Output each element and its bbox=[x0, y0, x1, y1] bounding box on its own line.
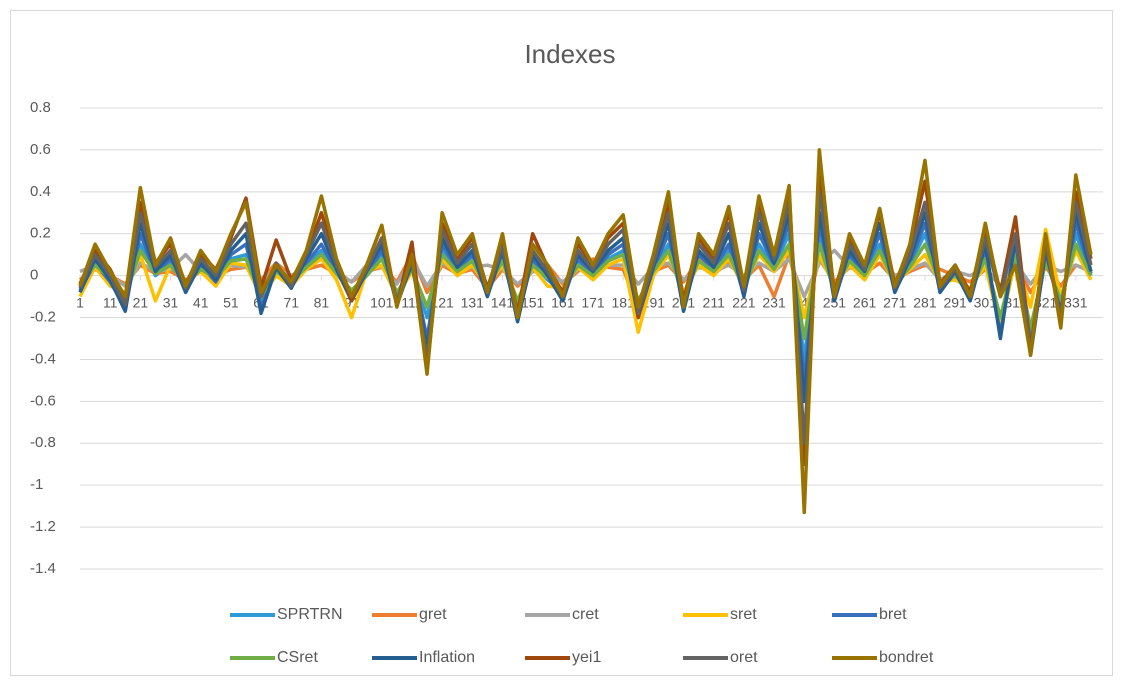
x-tick-label: 331 bbox=[1064, 294, 1088, 310]
legend-label: bret bbox=[879, 606, 907, 623]
y-tick-label: -1 bbox=[30, 476, 43, 493]
legend-label: oret bbox=[730, 649, 758, 666]
y-tick-label: -0.6 bbox=[30, 392, 56, 409]
x-tick-label: 211 bbox=[703, 294, 726, 310]
x-tick-label: 221 bbox=[732, 294, 756, 310]
y-tick-label: 0.2 bbox=[30, 225, 51, 242]
y-tick-label: 0.4 bbox=[30, 183, 51, 200]
x-tick-label: 151 bbox=[521, 294, 545, 310]
legend-label: bondret bbox=[879, 649, 934, 666]
y-tick-label: -1.4 bbox=[30, 560, 56, 577]
legend-label: yei1 bbox=[572, 649, 601, 666]
chart-title: Indexes bbox=[524, 39, 615, 69]
x-tick-label: 291 bbox=[943, 294, 967, 310]
y-tick-label: -1.2 bbox=[30, 518, 56, 535]
legend-label: sret bbox=[730, 606, 757, 623]
y-tick-label: -0.2 bbox=[30, 309, 56, 326]
y-tick-label: 0 bbox=[30, 267, 38, 284]
series-line bbox=[78, 227, 1093, 334]
x-tick-label: 301 bbox=[974, 294, 998, 310]
y-tick-label: 0.6 bbox=[30, 141, 51, 158]
y-tick-label: -0.8 bbox=[30, 434, 56, 451]
chart-frame bbox=[10, 10, 1113, 676]
series-line bbox=[78, 211, 1093, 404]
x-tick-label: 231 bbox=[762, 294, 786, 310]
x-tick-label: 101 bbox=[370, 294, 394, 310]
y-tick-label: -0.4 bbox=[30, 350, 56, 367]
y-tick-label: 0.8 bbox=[30, 99, 51, 116]
legend-label: gret bbox=[419, 606, 447, 623]
x-tick-label: 71 bbox=[283, 294, 299, 310]
legend-label: CSret bbox=[277, 649, 318, 666]
legend-label: Inflation bbox=[419, 649, 475, 666]
series-line bbox=[78, 148, 1093, 515]
x-tick-label: 141 bbox=[491, 294, 515, 310]
x-tick-label: 11 bbox=[103, 294, 118, 310]
legend-label: SPRTRN bbox=[277, 606, 343, 623]
x-tick-label: 281 bbox=[913, 294, 937, 310]
x-tick-label: 1 bbox=[76, 294, 84, 310]
x-tick-label: 31 bbox=[163, 294, 179, 310]
x-tick-label: 41 bbox=[193, 294, 209, 310]
x-tick-label: 261 bbox=[853, 294, 877, 310]
x-tick-label: 271 bbox=[883, 294, 907, 310]
x-tick-label: 51 bbox=[223, 294, 239, 310]
x-tick-label: 171 bbox=[581, 294, 605, 310]
x-tick-label: 181 bbox=[612, 294, 636, 310]
series-line bbox=[78, 242, 1093, 341]
x-tick-label: 131 bbox=[461, 294, 485, 310]
legend-label: cret bbox=[572, 606, 599, 623]
x-tick-label: 81 bbox=[314, 294, 330, 310]
series-line bbox=[78, 190, 1093, 446]
x-tick-label: 21 bbox=[133, 294, 149, 310]
x-tick-label: 121 bbox=[430, 294, 454, 310]
